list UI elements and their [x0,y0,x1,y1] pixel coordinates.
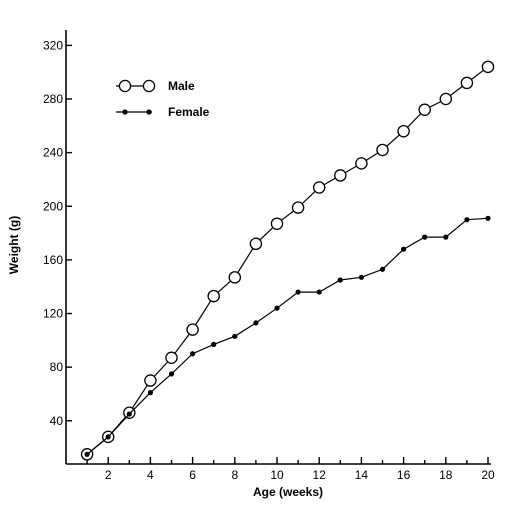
x-axis-title: Age (weeks) [253,485,323,499]
female-point [337,277,343,283]
x-tick-label: 18 [439,468,453,482]
y-tick-label: 120 [43,307,63,321]
female-point [464,217,470,223]
legend-item-female: Female [116,105,210,119]
axes [65,30,491,465]
legend-marker-male [142,79,156,93]
female-point [358,274,364,280]
female-point [443,234,449,240]
legend-marker-male [118,79,132,93]
x-tick-label: 8 [231,468,238,482]
x-tick-label: 4 [147,468,154,482]
male-point [481,60,495,74]
legend-label-male: Male [168,79,195,93]
male-point [207,289,220,303]
series-layer [80,60,495,461]
female-point [422,234,428,240]
legend: Male Female [116,79,210,119]
y-tick-label: 80 [50,360,64,374]
female-point [316,289,322,295]
female-point [168,371,175,377]
male-point [291,201,305,214]
male-point [165,351,178,365]
ticks: 40 80 120 160 200 240 280 320 2 4 6 8 10 12 14 16 18 20 [43,38,495,482]
female-point [105,434,111,440]
female-point [190,351,196,357]
male-point [376,143,389,157]
legend-label-female: Female [168,105,210,119]
y-tick-label: 160 [43,253,63,267]
female-point [211,341,217,347]
x-tick-label: 20 [481,468,495,482]
male-point [312,181,326,194]
female-point [126,411,132,417]
y-tick-label: 200 [43,199,63,213]
male-point [334,169,347,182]
male-point [144,374,157,387]
series-male [80,60,495,461]
female-point [401,246,407,252]
male-point [397,124,410,138]
female-point [295,289,301,295]
male-point [270,217,284,230]
male-point [355,157,368,170]
female-point [485,215,491,221]
legend-item-male: Male [116,79,195,93]
female-point [253,320,259,326]
y-tick-label: 280 [43,92,63,106]
female-point [147,390,153,396]
legend-marker-female [146,109,152,115]
male-point [186,323,199,336]
x-tick-label: 14 [355,468,369,482]
female-point [379,266,386,272]
y-tick-label: 240 [43,146,63,160]
male-point [439,92,453,106]
x-tick-label: 6 [189,468,196,482]
female-point [274,305,280,311]
female-point [232,333,238,339]
male-point [228,271,242,284]
x-tick-label: 10 [270,468,284,482]
female-point [84,451,90,457]
y-tick-label: 40 [50,414,64,428]
series-female [84,215,491,457]
x-tick-label: 2 [105,468,112,482]
y-tick-label: 320 [43,38,63,52]
series-line-female [86,217,489,455]
male-point [460,76,474,90]
male-point [249,237,263,251]
x-tick-label: 16 [397,468,411,482]
x-tick-label: 12 [313,468,327,482]
y-axis-title: Weight (g) [7,216,21,274]
male-point [418,103,431,116]
legend-marker-female [122,109,128,115]
